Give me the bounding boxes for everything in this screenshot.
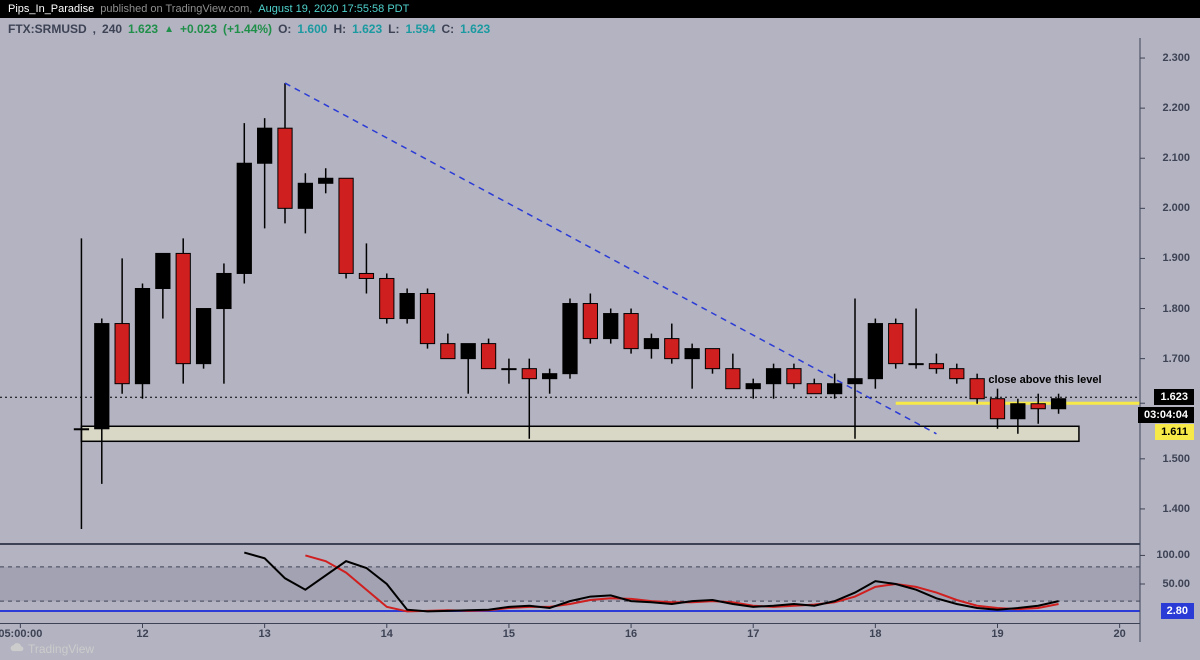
osc-y-tick: 50.00 [1162,578,1190,590]
oscillator-chart[interactable]: 50.00 100.00 2.80 [0,544,1200,624]
x-tick-label: 15 [503,628,515,640]
h-label: H: [333,22,346,36]
price-tag: 1.611 [1155,424,1194,440]
change-pct: (+1.44%) [223,22,272,36]
o-val: 1.600 [297,22,327,36]
x-tick-label: 17 [747,628,759,640]
l-val: 1.594 [405,22,435,36]
interval: 240 [102,22,122,36]
x-tick-label: 13 [259,628,271,640]
x-tick-label: 05:00:00 [0,628,42,640]
last-price: 1.623 [128,22,158,36]
y-tick-label: 1.700 [1162,353,1190,365]
y-tick-label: 2.000 [1162,202,1190,214]
arrow-up-icon: ▲ [164,24,174,35]
y-tick-label: 2.100 [1162,152,1190,164]
x-tick-label: 20 [1114,628,1126,640]
price-tag: 1.623 [1154,389,1194,405]
publisher-name: Pips_In_Paradise [8,0,94,18]
change: +0.023 [180,22,217,36]
publisher-bar: Pips_In_Paradise published on TradingVie… [0,0,1200,18]
main-chart[interactable]: 1.400 1.500 1.700 1.800 1.900 2.000 2.100 2.200… [0,38,1200,544]
y-tick-label: 1.400 [1162,503,1190,515]
publisher-time: August 19, 2020 17:55:58 PDT [258,0,409,18]
c-label: C: [442,22,455,36]
y-tick-label: 2.200 [1162,102,1190,114]
symbol: FTX:SRMUSD [8,22,87,36]
y-tick-label: 1.900 [1162,252,1190,264]
cloud-icon [10,640,24,657]
h-val: 1.623 [352,22,382,36]
x-tick-label: 18 [869,628,881,640]
y-tick-label: 1.800 [1162,303,1190,315]
price-tag: 03:04:04 [1138,407,1194,423]
x-tick-label: 19 [991,628,1003,640]
annotation-text: close above this level [988,374,1101,386]
l-label: L: [388,22,399,36]
x-tick-label: 14 [381,628,393,640]
attribution-text: TradingView [28,642,94,656]
y-tick-label: 1.500 [1162,453,1190,465]
x-tick-label: 12 [136,628,148,640]
ohlc-bar: FTX:SRMUSD, 240 1.623 ▲ +0.023 (+1.44%) … [8,22,490,36]
publisher-on: published on TradingView.com, [100,0,252,18]
attribution: TradingView [10,640,94,657]
o-label: O: [278,22,291,36]
x-axis: 05:00:00 12 13 14 15 16 17 18 19 20 [0,624,1200,642]
c-val: 1.623 [460,22,490,36]
osc-price-tag: 2.80 [1161,603,1194,619]
y-tick-label: 2.300 [1162,52,1190,64]
osc-y-tick: 100.00 [1156,549,1190,561]
x-tick-label: 16 [625,628,637,640]
